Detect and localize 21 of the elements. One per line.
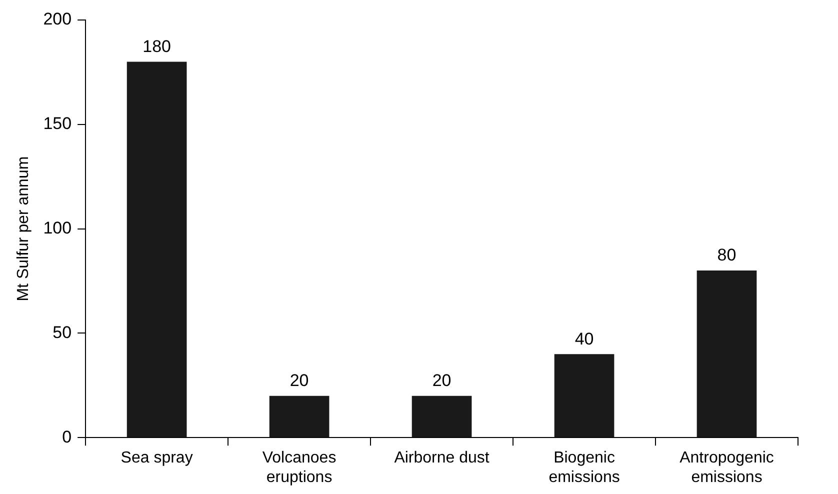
data-label: 20 bbox=[432, 371, 452, 390]
bar bbox=[126, 62, 187, 438]
bar bbox=[696, 270, 757, 438]
x-tick-label: Airborne dust bbox=[394, 450, 490, 467]
x-tick-label: Antropogenic emissions bbox=[680, 450, 774, 486]
x-tick-label: Biogenic emissions bbox=[548, 450, 620, 486]
y-tick-label: 200 bbox=[43, 10, 72, 29]
y-axis-title: Mt Sulfur per annum bbox=[15, 156, 32, 302]
bar bbox=[554, 354, 614, 438]
bar bbox=[269, 396, 330, 438]
data-label: 20 bbox=[290, 371, 309, 390]
y-tick-label: 150 bbox=[43, 114, 72, 134]
data-label: 80 bbox=[717, 246, 736, 265]
bar bbox=[412, 396, 472, 438]
y-tick-label: 50 bbox=[52, 322, 72, 342]
x-tick-label: Volcanoes eruptions bbox=[262, 450, 336, 486]
data-label: 40 bbox=[574, 329, 594, 348]
y-tick-label: 100 bbox=[43, 218, 72, 238]
y-tick-label: 0 bbox=[62, 427, 72, 446]
data-label: 180 bbox=[142, 36, 171, 56]
x-tick-label: Sea spray bbox=[120, 450, 193, 467]
